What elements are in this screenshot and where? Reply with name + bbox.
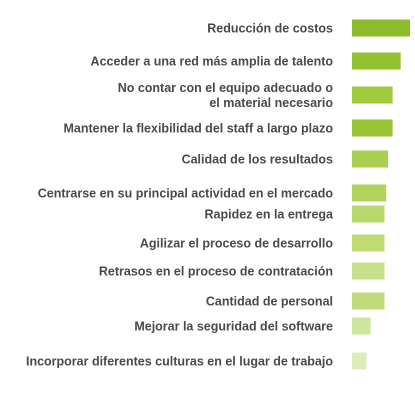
category-label-line: el material necesario [209,96,333,110]
bar-9 [352,262,385,280]
bar-3 [352,86,393,104]
bar-1 [352,19,410,37]
category-label-line: Mantener la flexibilidad del staff a lar… [63,122,333,136]
category-label-3: No contar con el equipo adecuado o el mat… [118,81,334,110]
bar-4 [352,119,393,137]
bar-5 [352,150,388,168]
category-label-2: Acceder a una red más amplia de talento [91,55,334,69]
category-label-line: Calidad de los resultados [182,153,333,167]
category-label-line: Cantidad de personal [206,295,333,309]
category-label-7: Rapidez en la entrega [204,208,334,222]
category-label-line: Mejorar la seguridad del software [134,320,333,334]
category-label-4: Mantener la flexibilidad del staff a lar… [63,122,333,136]
category-label-1: Reducción de costos [207,22,333,36]
category-label-11: Mejorar la seguridad del software [134,320,333,334]
category-label-12: Incorporar diferentes culturas en el lug… [26,355,333,369]
category-label-line: No contar con el equipo adecuado o [118,81,334,95]
category-label-line: Acceder a una red más amplia de talento [91,55,334,69]
bar-10 [352,292,385,310]
category-label-line: Rapidez en la entrega [204,208,334,222]
bars [352,19,410,370]
category-label-line: Centrarse en su principal actividad en e… [38,187,334,201]
category-label-5: Calidad de los resultados [182,153,333,167]
bar-6 [352,184,387,202]
category-label-10: Cantidad de personal [206,295,333,309]
category-label-6: Centrarse en su principal actividad en e… [38,187,334,201]
bar-2 [352,52,401,70]
bar-7 [352,205,385,223]
category-label-line: Reducción de costos [207,22,333,36]
category-labels: Reducción de costos Acceder a una red más… [26,22,334,369]
category-label-line: Retrasos en el proceso de contratación [99,265,333,279]
bar-8 [352,234,385,252]
bar-12 [352,352,367,370]
bar-11 [352,317,371,335]
category-label-line: Agilizar el proceso de desarrollo [140,237,333,251]
category-label-line: Incorporar diferentes culturas en el lug… [26,355,333,369]
category-label-8: Agilizar el proceso de desarrollo [140,237,333,251]
category-label-9: Retrasos en el proceso de contratación [99,265,333,279]
